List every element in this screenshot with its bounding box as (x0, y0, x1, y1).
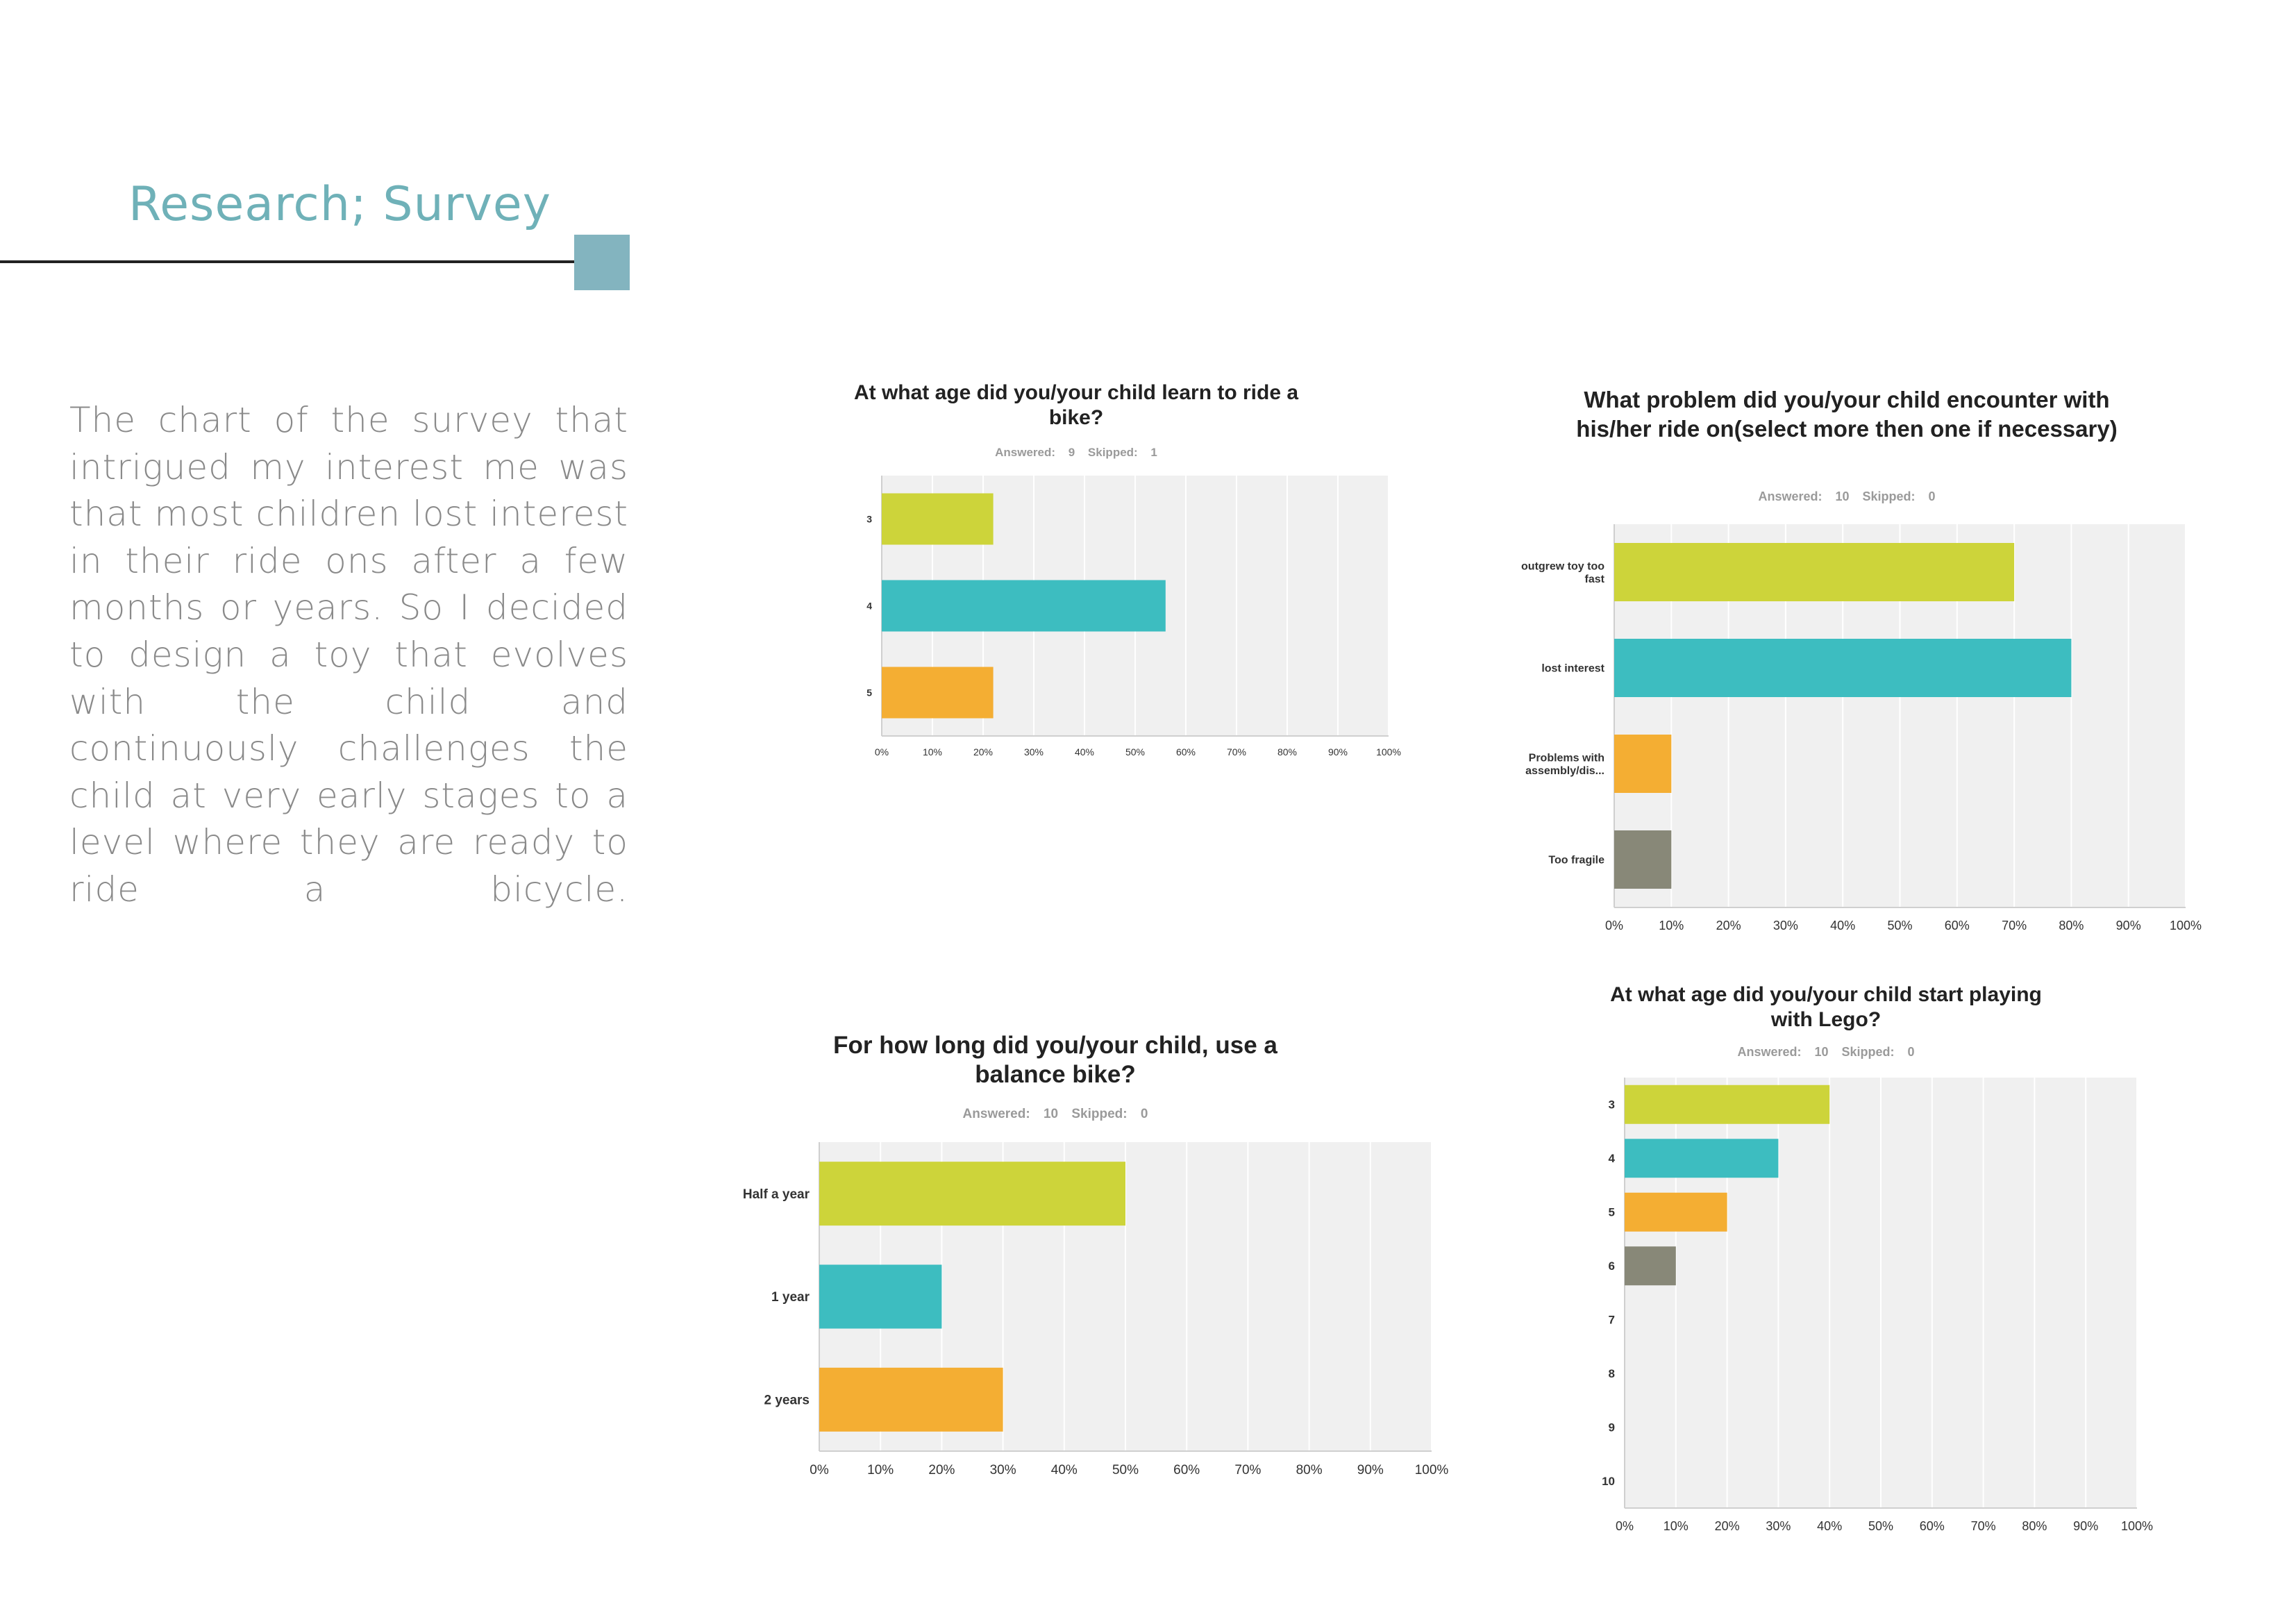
x-tick-label: 60% (1173, 1463, 1200, 1477)
chart-2-subtitle: Answered: 10 Skipped: 0 (1758, 489, 1936, 503)
x-tick-label: 60% (1920, 1519, 1945, 1533)
bar (1625, 1192, 1727, 1232)
intro-paragraph: The chart of the survey that intrigued m… (69, 400, 628, 910)
x-tick-label: 40% (1075, 746, 1094, 757)
category-label: Too fragile (1548, 855, 1604, 867)
x-tick-label: 60% (1176, 746, 1196, 757)
chart-4-title: At what age did you/your child start pla… (1610, 983, 2042, 1031)
chart-4-subtitle: Answered: 10 Skipped: 0 (1737, 1045, 1915, 1059)
chart-4-plot: 0% 10% 20% 30% 40% 50% 60% 70% 80% 90% 100% 3 4 5 6 7 8 9… (1602, 1078, 2153, 1533)
x-tick-label: 10% (1664, 1519, 1689, 1533)
bar (1614, 639, 2072, 697)
x-tick-label: 90% (2073, 1519, 2098, 1533)
x-tick-label: 20% (1716, 919, 1741, 932)
x-tick-label: 0% (1605, 919, 1623, 932)
x-tick-label: 100% (2121, 1519, 2153, 1533)
x-tick-label: 100% (1415, 1463, 1449, 1477)
x-tick-label: 60% (1945, 919, 1970, 932)
bar (882, 580, 1166, 632)
bar (1614, 543, 2015, 601)
category-label: Half a year (743, 1187, 810, 1202)
x-tick-label: 30% (990, 1463, 1016, 1477)
category-label: 4 (866, 600, 872, 611)
x-tick-label: 80% (2059, 919, 2084, 932)
x-tick-label: 0% (875, 746, 889, 757)
bar (882, 493, 994, 545)
x-tick-label: 50% (1887, 919, 1912, 932)
chart-3-subtitle: Answered: 10 Skipped: 0 (962, 1107, 1148, 1121)
x-tick-label: 20% (1715, 1519, 1740, 1533)
x-tick-label: 50% (1868, 1519, 1893, 1533)
category-label: 6 (1609, 1259, 1615, 1273)
x-tick-label: 40% (1051, 1463, 1078, 1477)
category-label: lost interest (1541, 663, 1604, 675)
category-label: 2 years (764, 1393, 810, 1407)
x-tick-label: 100% (2170, 919, 2202, 932)
bar (819, 1162, 1125, 1226)
chart-1-title: At what age did you/your child learn to … (853, 381, 1299, 429)
x-tick-label: 30% (1024, 746, 1044, 757)
bar (1625, 1139, 1779, 1178)
chart-2-title: What problem did you/your child encounte… (1576, 387, 2118, 442)
category-label: 3 (866, 513, 872, 524)
x-tick-label: 90% (1357, 1463, 1384, 1477)
x-tick-label: 70% (2002, 919, 2027, 932)
x-tick-label: 0% (1616, 1519, 1634, 1533)
x-tick-label: 70% (1234, 1463, 1261, 1477)
category-label: 7 (1609, 1314, 1615, 1327)
x-tick-label: 80% (1296, 1463, 1323, 1477)
x-tick-label: 100% (1376, 746, 1401, 757)
page-title: Research; Survey (128, 177, 551, 232)
heading-divider (0, 260, 576, 263)
chart-2-plot: 0% 10% 20% 30% 40% 50% 60% 70% 80% 90% 100% outgrew… (1521, 524, 2202, 932)
bar (1625, 1246, 1676, 1286)
bar (1614, 735, 1672, 793)
x-tick-label: 30% (1773, 919, 1798, 932)
x-tick-label: 50% (1125, 746, 1145, 757)
x-tick-label: 80% (1277, 746, 1297, 757)
bar (1614, 830, 1672, 889)
x-tick-label: 10% (923, 746, 942, 757)
category-label: Problems with assembly/dis... (1525, 752, 1604, 776)
category-label: 5 (866, 687, 872, 698)
category-label: 9 (1609, 1421, 1615, 1434)
x-tick-label: 20% (973, 746, 993, 757)
x-tick-label: 10% (1659, 919, 1684, 932)
category-label: outgrew toy too fast (1521, 560, 1605, 585)
category-label: 3 (1609, 1098, 1615, 1112)
x-tick-label: 40% (1817, 1519, 1842, 1533)
bar (819, 1367, 1003, 1432)
chart-1-subtitle: Answered: 9 Skipped: 1 (995, 446, 1157, 459)
x-tick-label: 30% (1766, 1519, 1791, 1533)
category-label: 5 (1609, 1206, 1615, 1219)
chart-1-plot: 0% 10% 20% 30% 40% 50% 60% 70% 80% 90% 100% 3 4 5 (866, 476, 1401, 757)
x-tick-label: 0% (810, 1463, 829, 1477)
x-tick-label: 50% (1112, 1463, 1139, 1477)
x-tick-label: 80% (2022, 1519, 2047, 1533)
heading-accent-square (574, 235, 630, 290)
bar (819, 1264, 942, 1329)
bar (882, 667, 994, 719)
x-tick-label: 70% (1971, 1519, 1996, 1533)
category-label: 8 (1609, 1367, 1615, 1380)
category-label: 10 (1602, 1475, 1615, 1488)
bar (1625, 1085, 1830, 1124)
category-label: 1 year (771, 1290, 810, 1305)
chart-3-plot: 0% 10% 20% 30% 40% 50% 60% 70% 80% 90% 100% Half a … (743, 1142, 1448, 1477)
x-tick-label: 10% (867, 1463, 894, 1477)
x-tick-label: 20% (928, 1463, 955, 1477)
x-tick-label: 90% (1328, 746, 1348, 757)
category-label: 4 (1609, 1152, 1616, 1165)
chart-3-title: For how long did you/your child, use a b… (833, 1032, 1277, 1088)
x-tick-label: 40% (1830, 919, 1855, 932)
x-tick-label: 70% (1227, 746, 1246, 757)
x-tick-label: 90% (2116, 919, 2141, 932)
